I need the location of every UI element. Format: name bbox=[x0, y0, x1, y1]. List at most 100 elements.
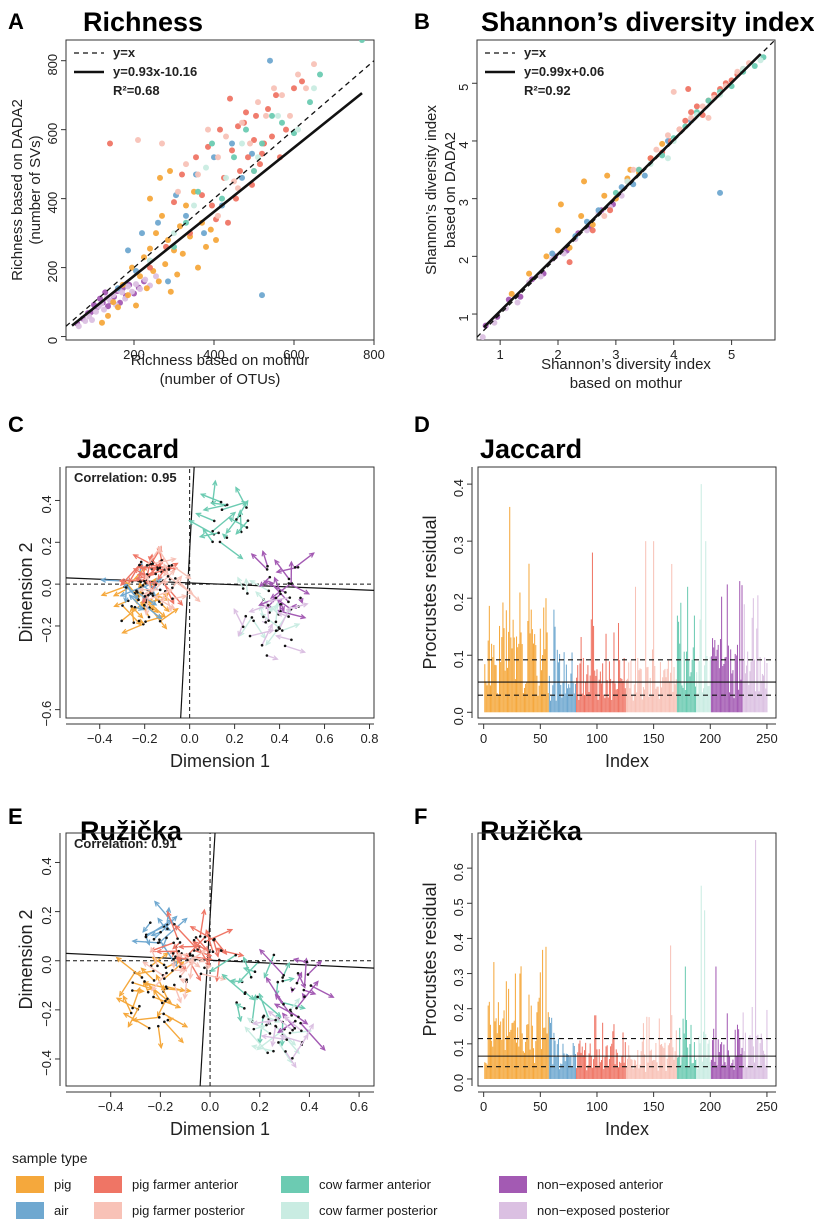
residual-bar-non-exposed-anterior bbox=[736, 644, 738, 713]
residual-bar-air bbox=[561, 1064, 563, 1079]
arrow-origin-point bbox=[172, 941, 175, 945]
x-tick-label: 0.6 bbox=[350, 1099, 368, 1114]
residual-bar-cow-farmer-anterior bbox=[691, 659, 693, 713]
arrow-head bbox=[177, 944, 185, 950]
data-point-pig-farmer-anterior bbox=[251, 137, 257, 143]
arrow-head bbox=[176, 997, 182, 1004]
data-point-non-exposed-anterior bbox=[105, 303, 111, 310]
procrustes-arrow-pig-farmer-posterior bbox=[171, 564, 191, 580]
data-point-pig-farmer-anterior bbox=[273, 92, 279, 99]
residual-bar-pig-farmer-anterior bbox=[594, 1015, 596, 1079]
y-tick-label: 0.2 bbox=[451, 1004, 466, 1022]
residual-bar-pig bbox=[485, 681, 487, 713]
data-point-pig-farmer-posterior bbox=[183, 161, 189, 168]
residual-bar-air bbox=[562, 1043, 564, 1079]
legend-swatch-cow-farmer-posterior bbox=[281, 1201, 309, 1219]
arrow-head bbox=[279, 1040, 285, 1047]
data-point-pig-farmer-posterior bbox=[255, 99, 261, 106]
legend-item-air: air bbox=[16, 1200, 68, 1220]
arrow-head bbox=[303, 1033, 309, 1040]
arrow-origin-point bbox=[160, 1001, 164, 1005]
arrow-head bbox=[212, 479, 218, 486]
residual-bar-non-exposed-anterior bbox=[713, 1028, 715, 1079]
arrow-origin-point bbox=[147, 615, 151, 619]
residual-bar-non-exposed-posterior bbox=[759, 1043, 761, 1079]
residual-bar-pig-farmer-posterior bbox=[675, 679, 677, 713]
arrow-head bbox=[230, 511, 237, 518]
arrow-head bbox=[177, 599, 184, 606]
x-tick-label: 0.6 bbox=[316, 731, 334, 746]
residual-bar-cow-farmer-posterior bbox=[700, 885, 702, 1079]
arrow-head bbox=[195, 975, 202, 982]
arrow-origin-point bbox=[156, 941, 160, 945]
arrow-head bbox=[261, 618, 268, 625]
procrustes-arrow-pig-farmer-posterior bbox=[184, 979, 188, 999]
x-tick-label: 200 bbox=[699, 731, 721, 746]
residual-bar-non-exposed-anterior bbox=[734, 653, 736, 713]
residual-bar-pig bbox=[501, 1039, 503, 1079]
residual-bar-pig bbox=[491, 1040, 493, 1079]
residual-bar-pig-farmer-posterior bbox=[634, 1060, 637, 1079]
arrow-origin-point bbox=[287, 582, 291, 585]
residual-bar-pig-farmer-posterior bbox=[627, 678, 629, 713]
procrustes-arrow-pig-farmer-posterior bbox=[161, 595, 165, 605]
procrustes-arrow-non-exposed-anterior bbox=[303, 989, 316, 995]
residual-bar-pig-farmer-anterior bbox=[589, 1043, 591, 1079]
arrow-origin-point bbox=[171, 597, 174, 600]
data-point-non-exposed-posterior bbox=[101, 306, 107, 313]
residual-bar-non-exposed-anterior bbox=[735, 1056, 737, 1079]
residual-bar-pig bbox=[496, 693, 498, 713]
residual-bar-pig-farmer-posterior bbox=[644, 689, 646, 713]
data-point-pig-farmer-posterior bbox=[159, 140, 165, 147]
arrow-head bbox=[279, 1034, 286, 1040]
residual-bar-pig bbox=[495, 665, 497, 713]
procrustes-arrow-cow-farmer-anterior bbox=[251, 995, 257, 1022]
residual-bar-pig-farmer-posterior bbox=[625, 1066, 627, 1079]
data-point-air bbox=[201, 230, 207, 237]
procrustes-arrow-pig-farmer-posterior bbox=[147, 588, 173, 601]
arrow-head bbox=[288, 560, 295, 567]
y-tick-label: 0.0 bbox=[451, 1074, 466, 1092]
residual-bar-non-exposed-posterior bbox=[763, 1050, 765, 1079]
procrustes-arrow-non-exposed-anterior bbox=[262, 551, 269, 567]
residual-bar-pig bbox=[546, 632, 548, 713]
procrustes-arrow-air bbox=[124, 587, 127, 603]
residual-bar-non-exposed-posterior bbox=[766, 663, 768, 713]
data-point-pig bbox=[110, 299, 117, 306]
residual-bar-cow-farmer-anterior bbox=[687, 586, 689, 713]
arrow-head bbox=[316, 960, 323, 967]
arrow-origin-point bbox=[274, 620, 278, 624]
residual-bar-pig-farmer-posterior bbox=[637, 1049, 639, 1079]
y-tick-label: 0.2 bbox=[39, 537, 54, 555]
residual-bar-air bbox=[564, 693, 566, 713]
residual-bar-air bbox=[569, 1057, 571, 1079]
arrow-head bbox=[265, 639, 271, 646]
residual-bar-pig bbox=[500, 1021, 502, 1079]
x-tick-label: 0.0 bbox=[181, 731, 199, 746]
procrustes-arrow-air bbox=[142, 584, 157, 597]
data-point-pig bbox=[159, 212, 165, 219]
arrow-head bbox=[179, 978, 186, 984]
residual-bar-pig bbox=[545, 598, 547, 713]
residual-bar-air bbox=[552, 685, 554, 713]
residual-bars bbox=[484, 484, 768, 713]
residual-bar-non-exposed-anterior bbox=[740, 679, 742, 713]
arrow-origin-point bbox=[245, 526, 249, 529]
residual-bar-pig-farmer-anterior bbox=[607, 1066, 609, 1079]
data-point-pig-farmer-posterior bbox=[223, 133, 229, 140]
residual-bar-pig-farmer-anterior bbox=[604, 1056, 606, 1079]
arrow-head bbox=[274, 1017, 281, 1023]
rotated-horizontal-axis bbox=[66, 577, 374, 592]
data-point-cow-farmer-anterior bbox=[269, 112, 275, 119]
arrow-origin-point bbox=[149, 592, 152, 595]
y-tick-label: 0.1 bbox=[451, 650, 466, 668]
arrow-origin-point bbox=[262, 615, 265, 619]
procrustes-arrow-cow-farmer-anterior bbox=[258, 993, 270, 1020]
residual-bar-pig bbox=[497, 1002, 499, 1079]
arrow-head bbox=[132, 568, 140, 574]
residual-bar-pig bbox=[525, 1041, 527, 1079]
procrustes-arrow-non-exposed-anterior bbox=[310, 984, 334, 998]
data-point-pig-farmer-posterior bbox=[279, 92, 285, 99]
y-axis-label: based on DADA2 bbox=[442, 132, 459, 248]
residual-bar-pig bbox=[514, 973, 516, 1079]
